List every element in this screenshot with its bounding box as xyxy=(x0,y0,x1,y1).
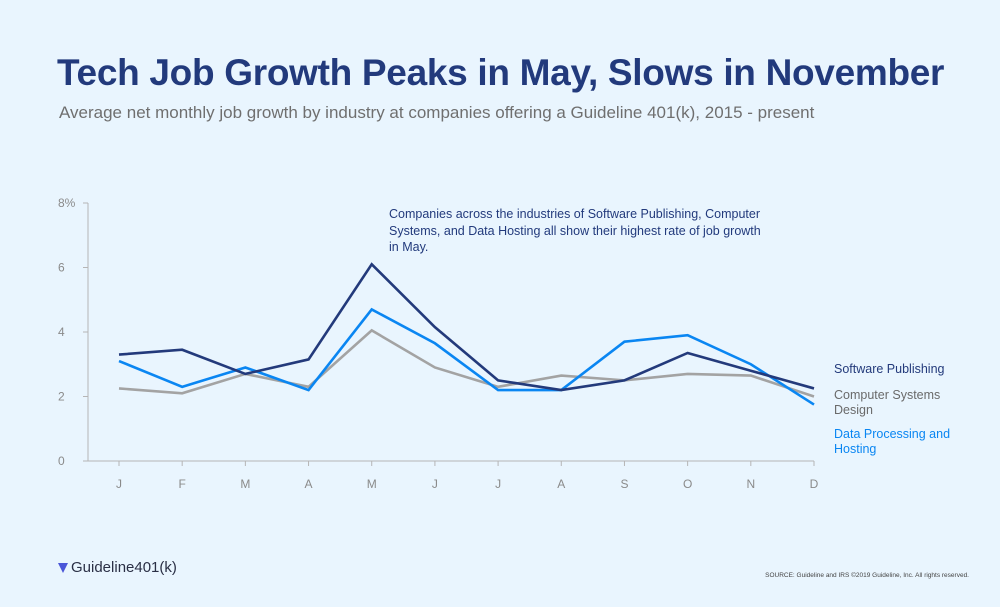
chart-title: Tech Job Growth Peaks in May, Slows in N… xyxy=(57,52,945,93)
y-tick-label: 6 xyxy=(58,261,65,275)
chart-subtitle: Average net monthly job growth by indust… xyxy=(59,103,815,122)
x-tick-label: O xyxy=(683,477,692,491)
legend-computer-systems-design: Computer Systems Design xyxy=(834,388,941,417)
x-tick-label: D xyxy=(810,477,819,491)
x-tick-label: N xyxy=(746,477,755,491)
logo-triangle-icon xyxy=(58,562,68,573)
x-tick-label: A xyxy=(557,477,565,491)
x-tick-label: M xyxy=(240,477,250,491)
legend-data-processing-hosting: Data Processing and Hosting xyxy=(834,427,951,456)
x-tick-label: J xyxy=(432,477,438,491)
y-tick-label: 8% xyxy=(58,196,76,210)
x-tick-label: A xyxy=(305,477,313,491)
legend-software-publishing: Software Publishing xyxy=(834,362,945,376)
x-tick-label: S xyxy=(620,477,628,491)
guideline-logo: Guideline401(k) xyxy=(58,559,177,576)
series-line-software-publishing xyxy=(118,262,815,392)
series-line-data-processing-and-hosting xyxy=(118,307,815,406)
x-tick-label: J xyxy=(495,477,501,491)
y-tick-label: 4 xyxy=(58,325,65,339)
x-tick-label: M xyxy=(367,477,377,491)
y-tick-label: 0 xyxy=(58,454,65,468)
logo-text: Guideline401(k) xyxy=(71,559,177,576)
x-tick-label: F xyxy=(179,477,186,491)
x-tick-label: J xyxy=(116,477,122,491)
y-tick-label: 2 xyxy=(58,390,65,404)
series-line-computer-systems-design xyxy=(118,328,815,398)
source-note: SOURCE: Guideline and IRS ©2019 Guidelin… xyxy=(765,572,969,579)
chart-annotation: Companies across the industries of Softw… xyxy=(389,207,761,254)
